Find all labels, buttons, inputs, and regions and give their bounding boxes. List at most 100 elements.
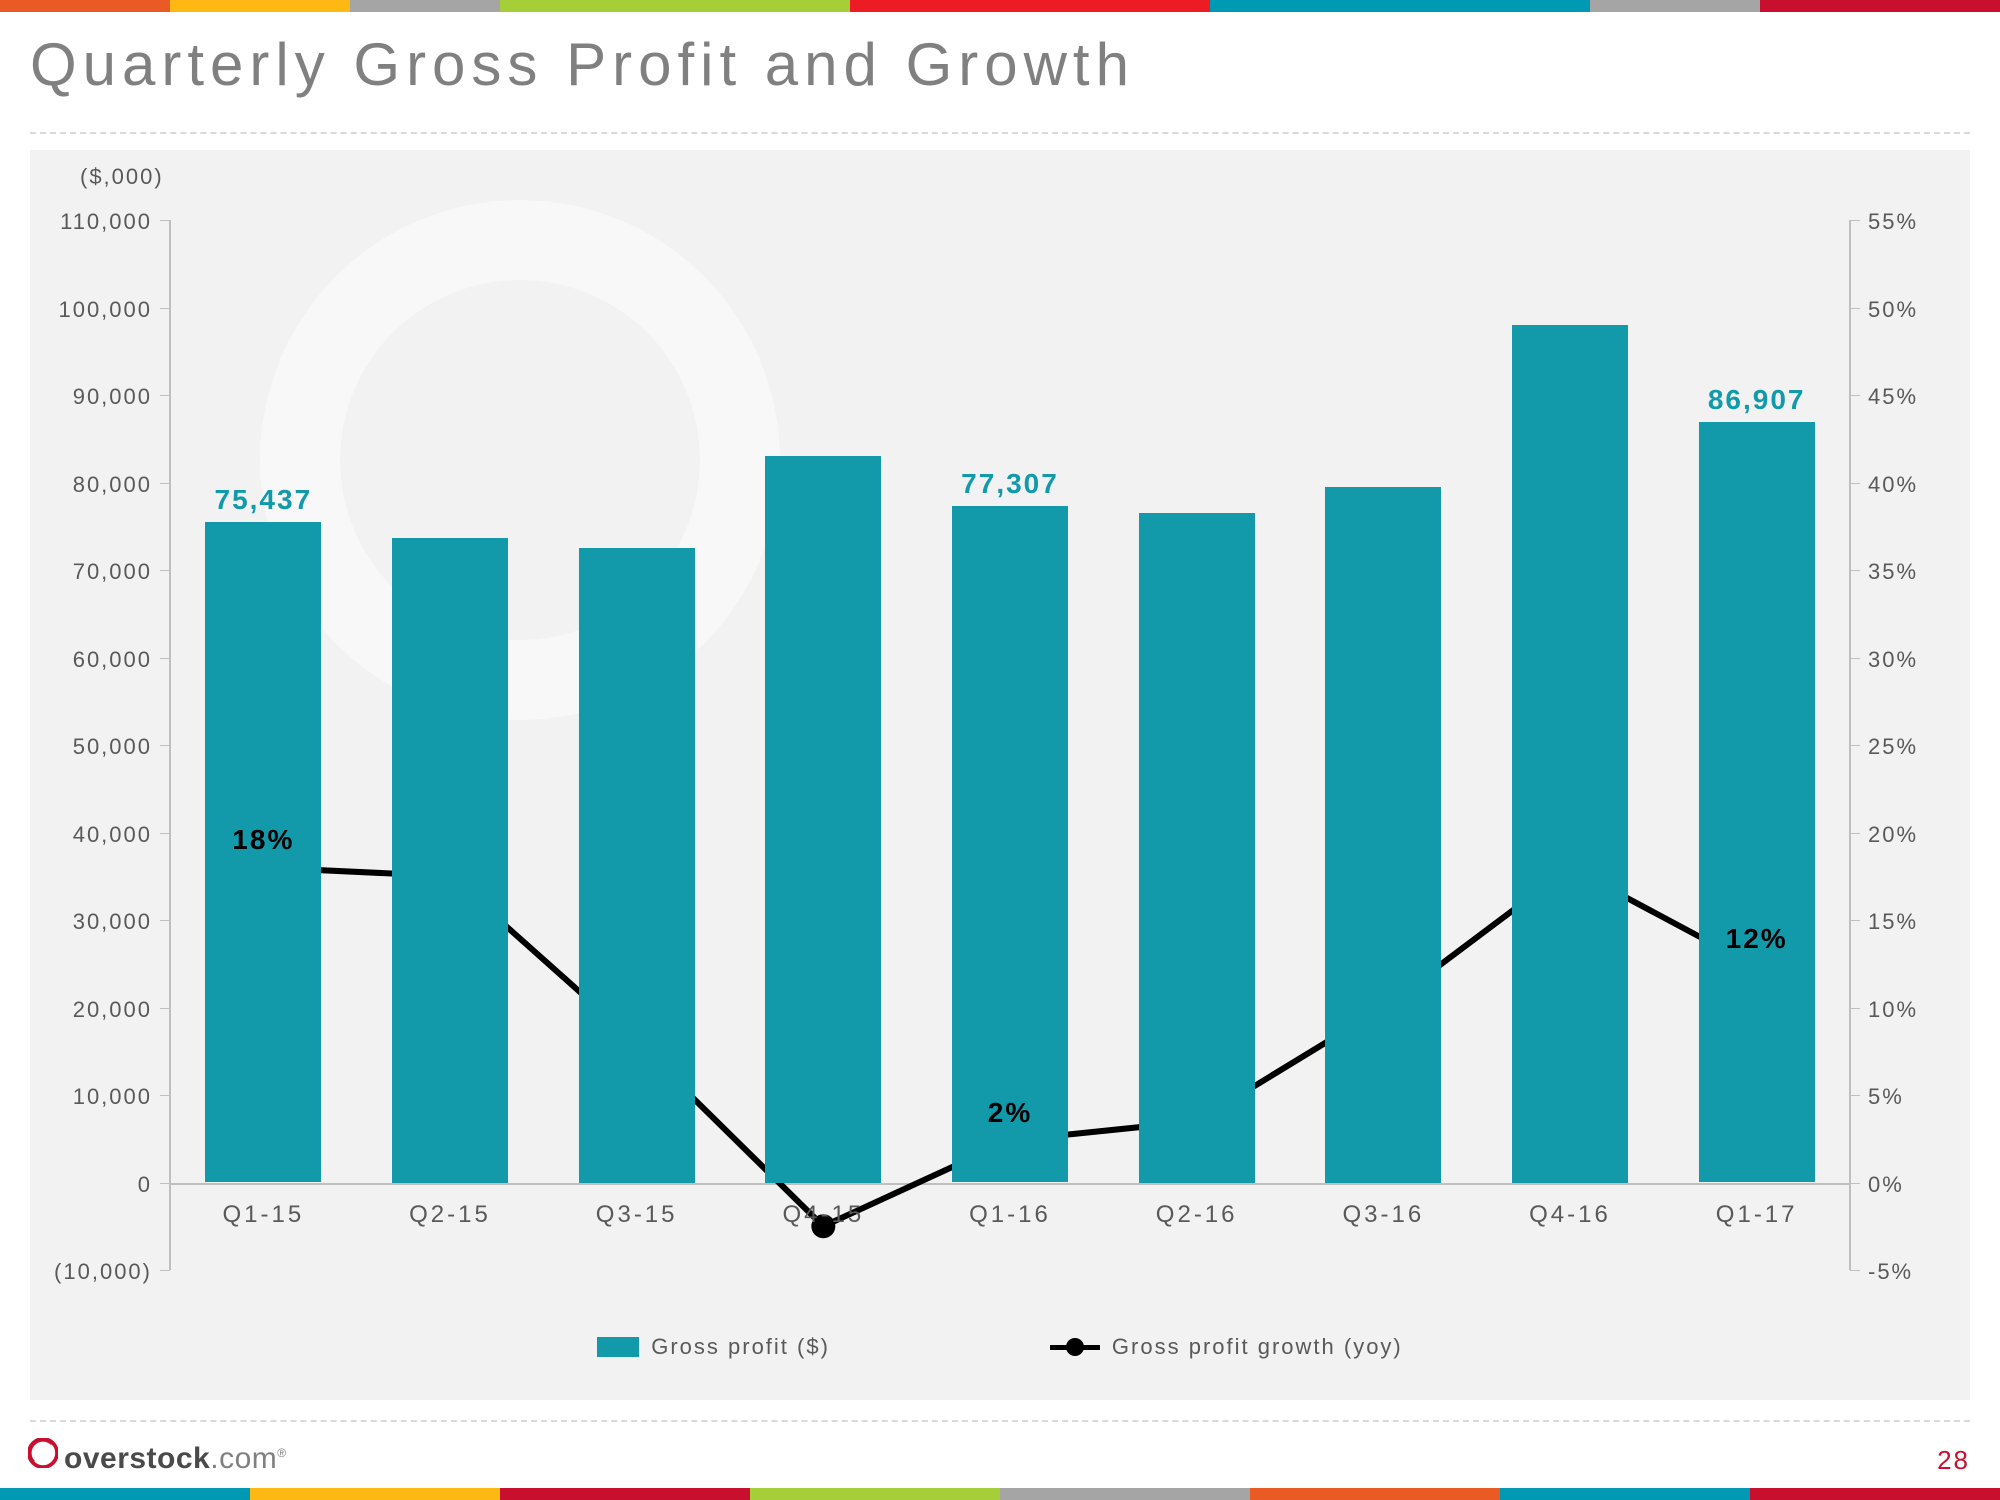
right-tick	[1850, 308, 1860, 309]
left-tick	[160, 833, 170, 834]
x-category-label: Q1-16	[917, 1201, 1104, 1229]
footer-stripe	[0, 1488, 2000, 1500]
bar	[392, 538, 508, 1183]
right-tick	[1850, 833, 1860, 834]
left-axis-label: 0	[30, 1172, 152, 1198]
left-tick	[160, 570, 170, 571]
left-axis-label: 10,000	[30, 1084, 152, 1110]
right-axis-label: -5%	[1868, 1259, 1913, 1285]
left-tick	[160, 658, 170, 659]
x-category-label: Q3-15	[543, 1201, 730, 1229]
bar	[1325, 487, 1441, 1183]
brand-suffix: .com	[210, 1442, 277, 1475]
top-stripe-seg	[350, 0, 500, 12]
legend-line-label: Gross profit growth (yoy)	[1112, 1334, 1403, 1360]
legend-item-line: Gross profit growth (yoy)	[1050, 1334, 1403, 1360]
right-tick	[1850, 220, 1860, 221]
left-axis-label: 80,000	[30, 472, 152, 498]
left-tick	[160, 483, 170, 484]
left-axis-label: 90,000	[30, 384, 152, 410]
left-axis-label: 40,000	[30, 822, 152, 848]
right-tick	[1850, 1008, 1860, 1009]
bar-value-label: 75,437	[183, 484, 343, 516]
brand: overstock.com®	[28, 1438, 287, 1476]
footer-stripe-seg	[750, 1488, 1000, 1500]
legend-item-bar: Gross profit ($)	[597, 1334, 830, 1360]
bar	[1139, 513, 1255, 1182]
left-tick	[160, 308, 170, 309]
top-stripe-seg	[850, 0, 1210, 12]
top-stripe-seg	[170, 0, 350, 12]
left-axis-label: 70,000	[30, 559, 152, 585]
left-axis-label: 50,000	[30, 734, 152, 760]
page-title: Quarterly Gross Profit and Growth	[30, 30, 1135, 99]
footer-stripe-seg	[1500, 1488, 1750, 1500]
legend-bar-swatch	[597, 1337, 639, 1357]
top-stripe-seg	[1210, 0, 1590, 12]
x-category-label: Q1-15	[170, 1201, 357, 1229]
footer: overstock.com® 28	[0, 1430, 2000, 1500]
x-category-label: Q3-16	[1290, 1201, 1477, 1229]
left-tick	[160, 1270, 170, 1271]
right-tick	[1850, 395, 1860, 396]
left-tick	[160, 1183, 170, 1184]
top-stripe-seg	[500, 0, 850, 12]
divider-top	[30, 132, 1970, 134]
right-axis-label: 55%	[1868, 209, 1918, 235]
left-axis-label: 100,000	[30, 297, 152, 323]
brand-text: overstock.com®	[64, 1442, 287, 1476]
brand-mark: ®	[277, 1446, 286, 1460]
bar	[952, 506, 1068, 1182]
bar	[1512, 325, 1628, 1183]
right-tick	[1850, 658, 1860, 659]
left-tick	[160, 220, 170, 221]
right-axis-label: 30%	[1868, 647, 1918, 673]
left-tick	[160, 1095, 170, 1096]
bar-value-label: 86,907	[1677, 384, 1837, 416]
right-axis-label: 10%	[1868, 997, 1918, 1023]
x-category-label: Q1-17	[1663, 1201, 1850, 1229]
right-tick	[1850, 1270, 1860, 1271]
pct-value-label: 12%	[1697, 923, 1817, 955]
left-tick	[160, 920, 170, 921]
legend-bar-label: Gross profit ($)	[651, 1334, 830, 1360]
right-axis-label: 15%	[1868, 909, 1918, 935]
right-axis-label: 40%	[1868, 472, 1918, 498]
left-axis-label: 110,000	[30, 209, 152, 235]
slide: Quarterly Gross Profit and Growth ($,000…	[0, 0, 2000, 1500]
x-category-label: Q2-16	[1103, 1201, 1290, 1229]
units-label: ($,000)	[80, 164, 164, 190]
pct-value-label: 18%	[203, 824, 323, 856]
right-tick	[1850, 745, 1860, 746]
footer-stripe-seg	[1000, 1488, 1250, 1500]
top-stripe-seg	[0, 0, 170, 12]
x-category-label: Q2-15	[357, 1201, 544, 1229]
top-stripe-seg	[1590, 0, 1760, 12]
bar	[765, 456, 881, 1182]
right-axis-label: 50%	[1868, 297, 1918, 323]
chart-area: ($,000) Gross profit ($) Gross profit gr…	[30, 150, 1970, 1400]
left-axis-label: 20,000	[30, 997, 152, 1023]
bar	[579, 548, 695, 1182]
right-axis-label: 5%	[1868, 1084, 1904, 1110]
right-tick	[1850, 483, 1860, 484]
footer-stripe-seg	[1250, 1488, 1500, 1500]
footer-stripe-seg	[250, 1488, 500, 1500]
x-category-label: Q4-16	[1477, 1201, 1664, 1229]
left-tick	[160, 745, 170, 746]
left-axis-label: (10,000)	[30, 1259, 152, 1285]
left-tick	[160, 1008, 170, 1009]
x-category-label: Q4-15	[730, 1201, 917, 1229]
footer-stripe-seg	[500, 1488, 750, 1500]
left-tick	[160, 395, 170, 396]
legend: Gross profit ($) Gross profit growth (yo…	[30, 1334, 1970, 1360]
top-stripe-seg	[1760, 0, 2000, 12]
right-tick	[1850, 1095, 1860, 1096]
footer-stripe-seg	[1750, 1488, 2000, 1500]
brand-name: overstock	[64, 1442, 210, 1475]
bar	[1699, 422, 1815, 1182]
pct-value-label: 2%	[950, 1097, 1070, 1129]
right-tick	[1850, 920, 1860, 921]
page-number: 28	[1937, 1445, 1970, 1476]
legend-line-swatch	[1050, 1335, 1100, 1359]
